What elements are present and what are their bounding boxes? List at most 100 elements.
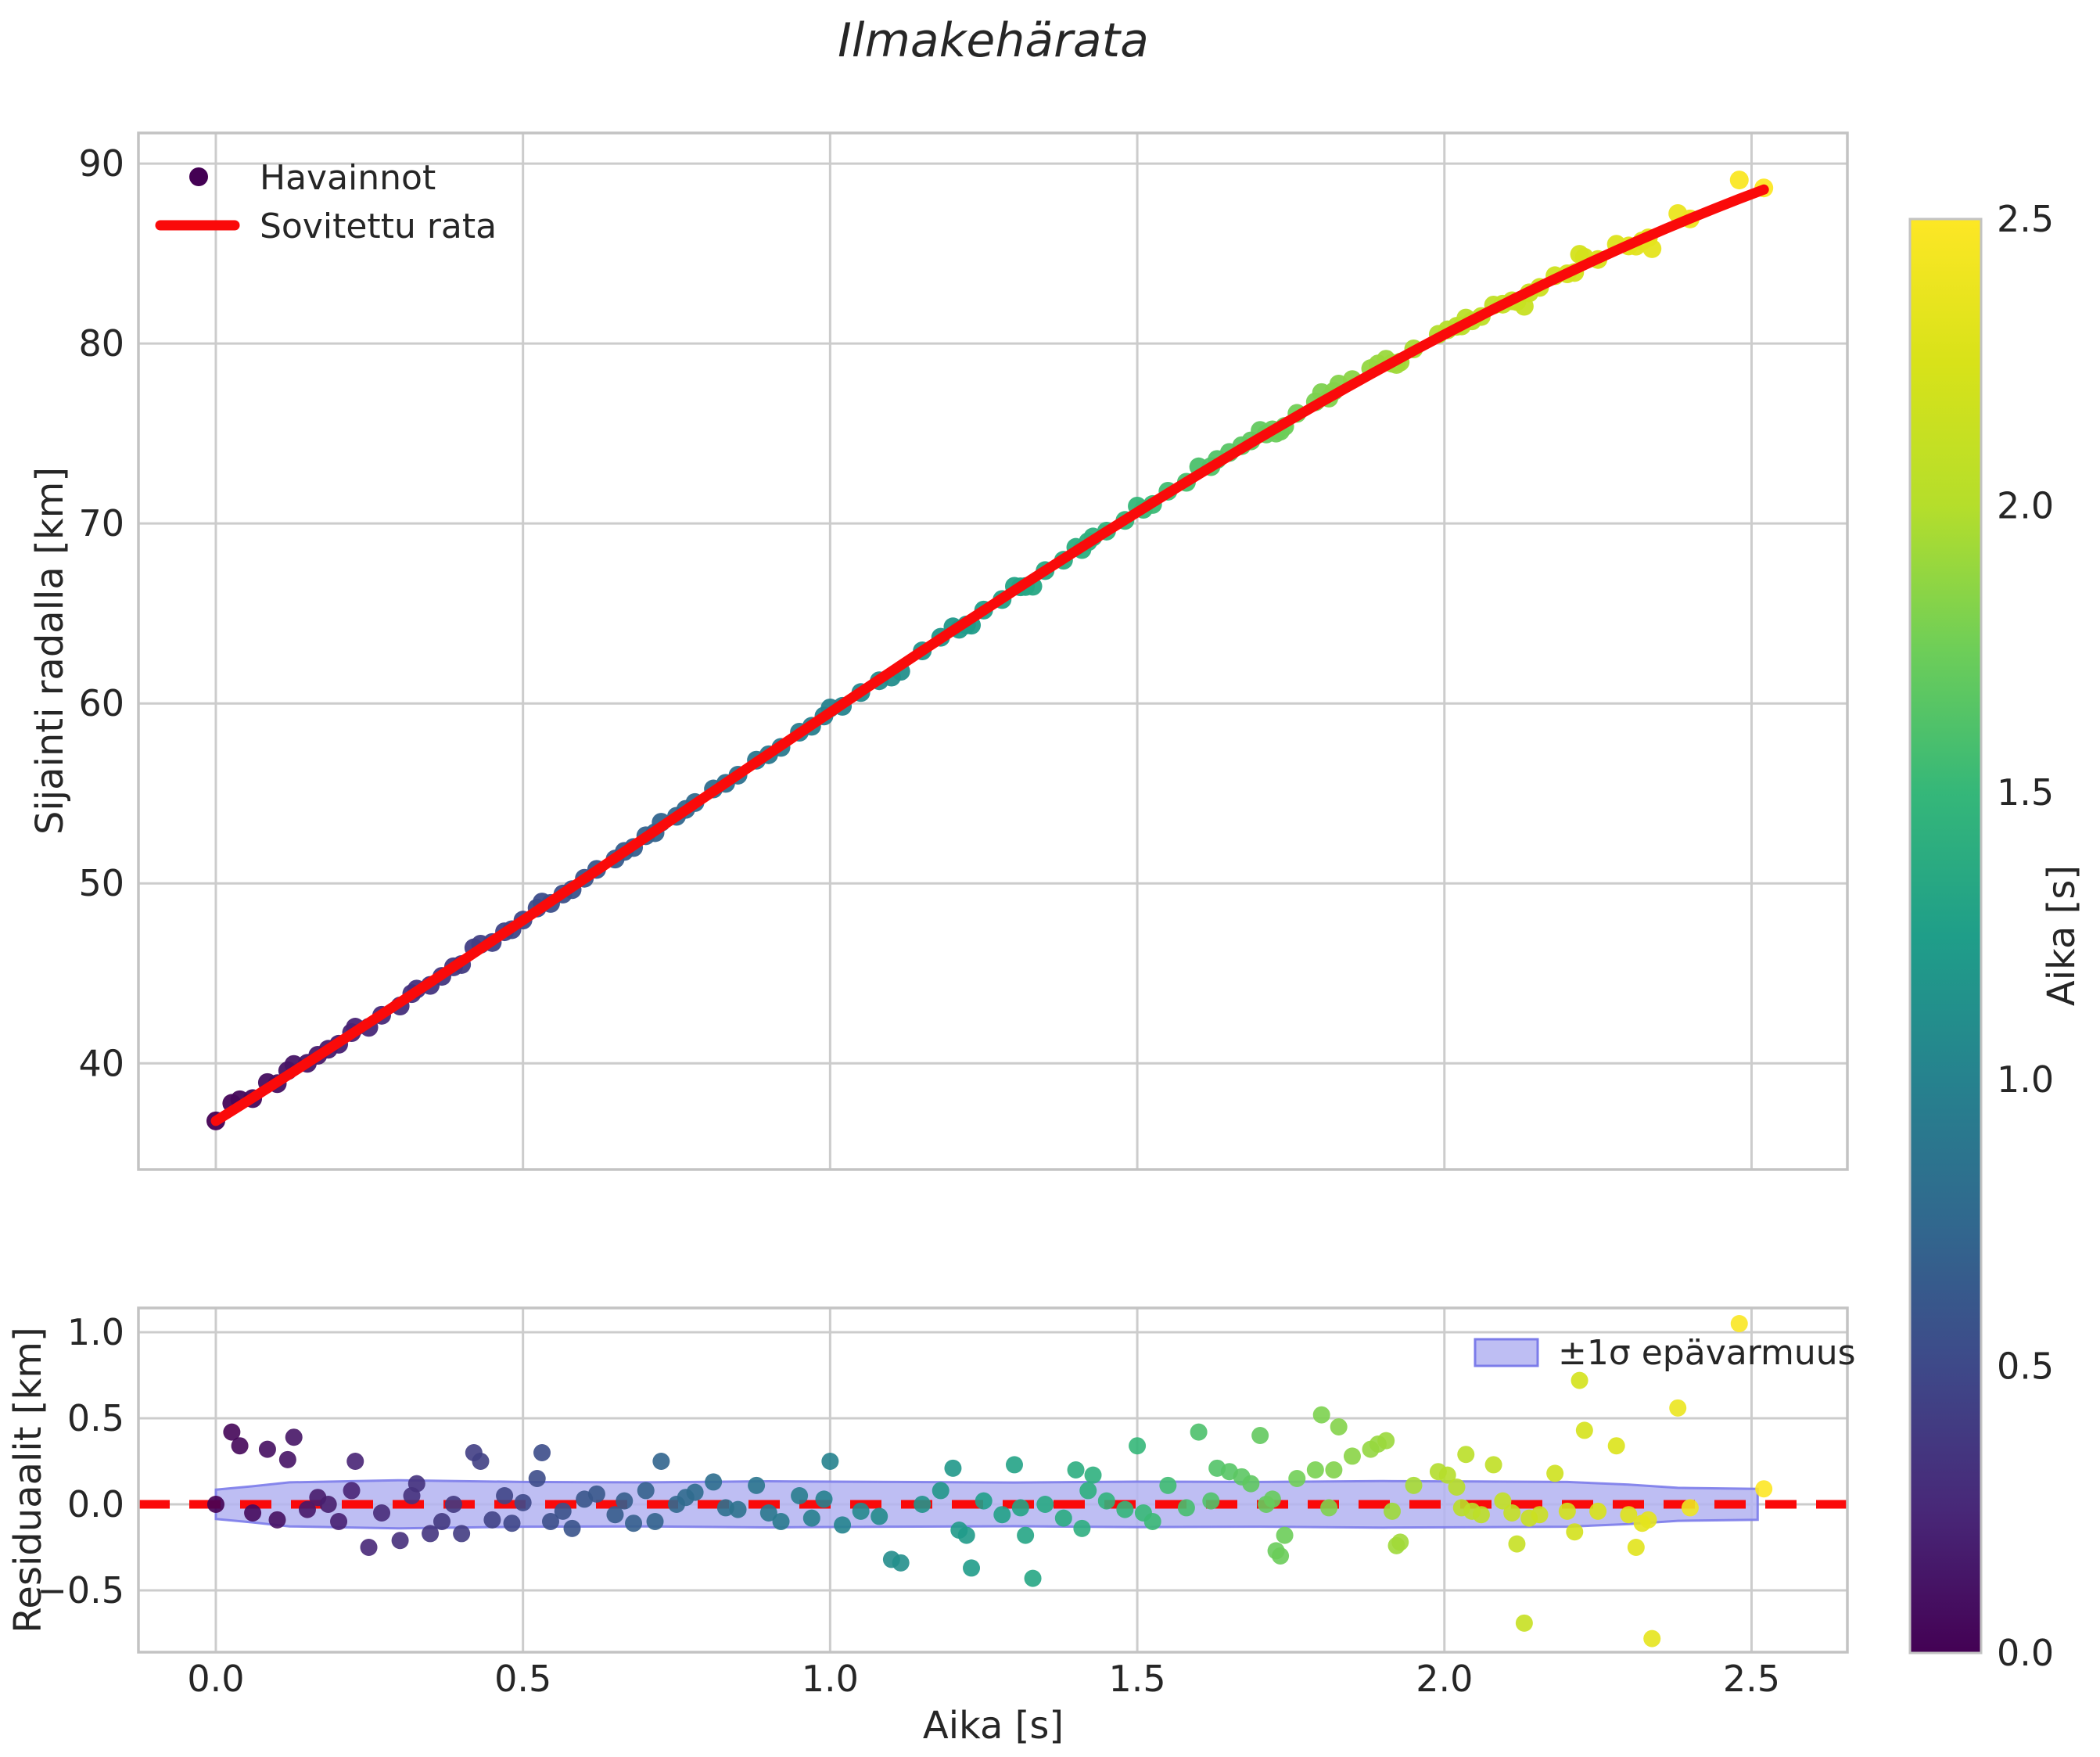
- residual-point: [319, 1496, 337, 1514]
- residual-point: [258, 1440, 276, 1458]
- residual-point: [1546, 1464, 1564, 1482]
- residual-point: [616, 1492, 634, 1510]
- colorbar-tick-label: 1.0: [1997, 1058, 2054, 1101]
- colorbar-tick-label: 2.5: [1997, 198, 2054, 240]
- residual-point: [244, 1504, 262, 1522]
- residual-point: [637, 1482, 655, 1500]
- residual-point: [1288, 1470, 1306, 1488]
- legend-band-label: ±1σ epävarmuus: [1558, 1333, 1856, 1373]
- top-y-tick-label: 60: [78, 682, 124, 724]
- residual-point: [1325, 1461, 1343, 1479]
- legend-band-swatch-icon: [1474, 1338, 1539, 1367]
- residual-point: [892, 1554, 910, 1572]
- residual-point: [472, 1453, 490, 1471]
- top-axes-frame: [137, 131, 1849, 1171]
- top-y-tick-label: 70: [78, 502, 124, 544]
- residual-point: [278, 1450, 296, 1468]
- residual-point: [1639, 1511, 1657, 1529]
- residual-point: [1607, 1437, 1625, 1455]
- residual-point: [871, 1507, 888, 1525]
- residual-point: [483, 1511, 501, 1529]
- top-y-tick-label: 80: [78, 322, 124, 365]
- residual-point: [1438, 1466, 1456, 1484]
- residual-point: [963, 1559, 981, 1577]
- colorbar-layer: [1908, 217, 1983, 1655]
- residual-point: [1067, 1461, 1085, 1479]
- x-tick-label: 2.5: [1723, 1658, 1780, 1700]
- residual-point: [993, 1506, 1011, 1524]
- residual-point: [729, 1500, 747, 1518]
- residual-point: [821, 1453, 839, 1471]
- residual-point: [360, 1539, 378, 1557]
- residual-point: [1755, 1480, 1773, 1498]
- residual-point: [791, 1487, 809, 1505]
- x-tick-label: 1.0: [802, 1658, 859, 1700]
- residual-point: [1330, 1418, 1348, 1436]
- fit-curve-layer: [210, 184, 1769, 1126]
- residual-point: [834, 1516, 852, 1534]
- residual-point: [1457, 1446, 1475, 1464]
- residual-point: [1484, 1456, 1502, 1474]
- residual-point: [1405, 1476, 1423, 1494]
- colorbar-tick-label: 2.0: [1997, 485, 2054, 527]
- residual-point: [759, 1504, 777, 1522]
- residual-point: [1005, 1456, 1023, 1474]
- residual-point: [391, 1532, 409, 1550]
- residual-point: [1681, 1499, 1699, 1517]
- residual-point: [1531, 1506, 1549, 1524]
- residual-point: [1017, 1526, 1035, 1544]
- residual-point: [528, 1470, 546, 1488]
- top-y-tick-label: 50: [78, 862, 124, 904]
- residual-point: [975, 1492, 993, 1510]
- residual-point: [1143, 1513, 1161, 1531]
- residual-point: [1276, 1526, 1294, 1544]
- residual-point: [407, 1475, 425, 1493]
- residual-point: [1448, 1479, 1466, 1497]
- observation-point: [1642, 239, 1662, 258]
- residual-point: [1202, 1492, 1220, 1510]
- residual-point: [652, 1453, 670, 1471]
- residual-point: [606, 1506, 624, 1524]
- residual-point: [1730, 1315, 1748, 1333]
- residual-point: [772, 1513, 790, 1531]
- observations-layer: [206, 171, 1774, 1130]
- bottom-y-tick-label: 0.0: [67, 1483, 124, 1525]
- residual-point: [1643, 1629, 1661, 1647]
- x-tick-label: 0.0: [187, 1658, 244, 1700]
- residual-point: [514, 1493, 532, 1511]
- colorbar: [1908, 217, 1983, 1655]
- residual-point: [686, 1483, 704, 1501]
- residual-point: [1116, 1500, 1134, 1518]
- residual-point: [1384, 1502, 1402, 1520]
- residual-point: [1566, 1523, 1584, 1541]
- residual-point: [298, 1500, 316, 1518]
- colorbar-tick-label: 0.5: [1997, 1345, 2054, 1387]
- residual-point: [1472, 1506, 1490, 1524]
- bottom-y-tick-label: −0.5: [37, 1569, 124, 1611]
- residual-point: [1054, 1509, 1072, 1527]
- residual-point: [1024, 1569, 1042, 1587]
- observation-point: [1729, 171, 1749, 190]
- residual-point: [268, 1511, 286, 1529]
- residual-point: [1627, 1539, 1645, 1557]
- residuals-layer: [206, 1315, 1773, 1647]
- axes-spines-layer: [137, 131, 1849, 1654]
- residual-point: [957, 1526, 975, 1544]
- residual-point: [1073, 1519, 1091, 1537]
- residual-point: [1129, 1437, 1147, 1455]
- fit-curve: [210, 184, 1769, 1126]
- residual-point: [1377, 1432, 1395, 1450]
- residual-point: [1515, 1614, 1533, 1632]
- residual-point: [1620, 1506, 1638, 1524]
- residual-point: [1391, 1533, 1409, 1551]
- tick-labels-layer: 0.0 0.5 1.0 1.5 2.0 2.5 40 50 60 70 80 90 1.0 0.5 0.0 −…: [37, 142, 2054, 1700]
- residual-point: [815, 1490, 833, 1508]
- residual-point: [1494, 1492, 1512, 1510]
- residual-point: [223, 1423, 241, 1441]
- residual-point: [1084, 1466, 1102, 1484]
- residual-point: [1159, 1476, 1177, 1494]
- residual-point: [1011, 1499, 1029, 1517]
- residual-point: [373, 1504, 391, 1522]
- residual-point: [625, 1514, 643, 1532]
- residual-point: [1558, 1502, 1576, 1520]
